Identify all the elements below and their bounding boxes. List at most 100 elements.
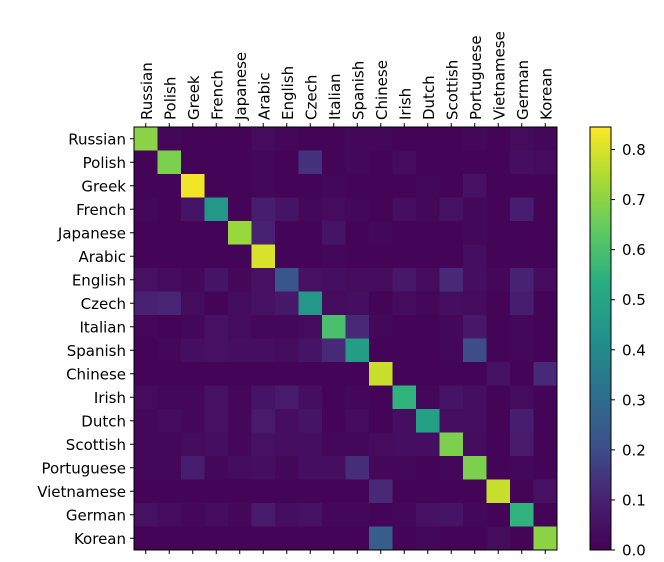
- heatmap-cell-korean-arabic: [251, 526, 276, 551]
- heatmap-cell-greek-russian: [134, 174, 158, 198]
- heatmap-cell-arabic-english: [275, 244, 299, 269]
- heatmap-cell-spanish-italian: [322, 338, 346, 363]
- heatmap-cell-dutch-french: [204, 409, 229, 433]
- heatmap-cell-russian-portuguese: [463, 127, 487, 151]
- heatmap-cell-arabic-czech: [298, 244, 323, 269]
- heatmap-cell-arabic-japanese: [228, 244, 252, 269]
- x-tick-label-scottish: Scottish: [443, 60, 461, 120]
- heatmap-cell-polish-arabic: [251, 150, 276, 175]
- heatmap-cell-japanese-japanese: [228, 221, 252, 245]
- heatmap-cell-german-greek: [181, 503, 205, 527]
- colorbar-tick-label: 0.2: [622, 441, 646, 459]
- heatmap-cell-german-korean: [533, 503, 558, 527]
- heatmap-cell-spanish-japanese: [228, 338, 252, 363]
- colorbar-frame: [589, 126, 612, 551]
- heatmap-cell-greek-dutch: [416, 174, 440, 198]
- heatmap-cell-portuguese-scottish: [439, 456, 464, 480]
- heatmap-cell-italian-portuguese: [463, 315, 487, 339]
- heatmap-cell-french-greek: [181, 197, 205, 222]
- heatmap-cell-german-italian: [322, 503, 346, 527]
- heatmap-cell-czech-german: [510, 291, 534, 316]
- heatmap-cell-czech-french: [204, 291, 229, 316]
- heatmap-cell-french-polish: [157, 197, 182, 222]
- heatmap-cell-french-russian: [134, 197, 158, 222]
- heatmap-cell-irish-greek: [181, 385, 205, 410]
- heatmap-cell-spanish-chinese: [369, 338, 393, 363]
- heatmap-cell-russian-korean: [533, 127, 558, 151]
- colorbar-tick-label: 0.3: [622, 391, 646, 409]
- heatmap-cell-greek-polish: [157, 174, 182, 198]
- heatmap-cell-arabic-greek: [181, 244, 205, 269]
- heatmap-cell-czech-spanish: [345, 291, 370, 316]
- heatmap-cell-vietnamese-italian: [322, 479, 346, 504]
- heatmap-cell-spanish-polish: [157, 338, 182, 363]
- heatmap-cell-portuguese-arabic: [251, 456, 276, 480]
- heatmap-cell-korean-czech: [298, 526, 323, 551]
- heatmap-cell-portuguese-russian: [134, 456, 158, 480]
- heatmap-cell-english-russian: [134, 268, 158, 292]
- heatmap-cell-portuguese-czech: [298, 456, 323, 480]
- heatmap-cell-polish-korean: [533, 150, 558, 175]
- heatmap-cell-irish-dutch: [416, 385, 440, 410]
- heatmap-cell-portuguese-spanish: [345, 456, 370, 480]
- heatmap-cell-polish-spanish: [345, 150, 370, 175]
- heatmap-cell-chinese-english: [275, 362, 299, 386]
- heatmap-cell-german-polish: [157, 503, 182, 527]
- heatmap-cell-spanish-korean: [533, 338, 558, 363]
- heatmap-cell-japanese-german: [510, 221, 534, 245]
- heatmap-cell-german-czech: [298, 503, 323, 527]
- colorbar-tick-label: 0.1: [622, 491, 646, 509]
- heatmap-cell-vietnamese-german: [510, 479, 534, 504]
- heatmap-cell-dutch-chinese: [369, 409, 393, 433]
- heatmap-cell-arabic-arabic: [251, 244, 276, 269]
- heatmap-cell-irish-italian: [322, 385, 346, 410]
- heatmap-cell-spanish-greek: [181, 338, 205, 363]
- heatmap-cell-english-french: [204, 268, 229, 292]
- heatmap-cell-greek-french: [204, 174, 229, 198]
- heatmap-cell-dutch-vietnamese: [486, 409, 511, 433]
- heatmap-cell-portuguese-greek: [181, 456, 205, 480]
- heatmap-cell-portuguese-chinese: [369, 456, 393, 480]
- heatmap-cell-japanese-dutch: [416, 221, 440, 245]
- heatmap-cell-arabic-chinese: [369, 244, 393, 269]
- heatmap-cell-irish-korean: [533, 385, 558, 410]
- heatmap-cell-polish-english: [275, 150, 299, 175]
- heatmap-cell-german-german: [510, 503, 534, 527]
- x-tick-label-greek: Greek: [185, 75, 203, 120]
- heatmap-cell-korean-polish: [157, 526, 182, 551]
- heatmap-cell-japanese-spanish: [345, 221, 370, 245]
- heatmap-cell-portuguese-irish: [392, 456, 417, 480]
- heatmap-cell-irish-irish: [392, 385, 417, 410]
- x-tick-label-german: German: [514, 60, 532, 120]
- heatmap-cell-japanese-french: [204, 221, 229, 245]
- colorbar-tick-label: 0.0: [622, 542, 646, 560]
- heatmap-cell-dutch-german: [510, 409, 534, 433]
- heatmap-cell-japanese-russian: [134, 221, 158, 245]
- x-tick-label-korean: Korean: [537, 68, 555, 120]
- heatmap-cell-german-english: [275, 503, 299, 527]
- y-tick-label-portuguese: Portuguese: [41, 459, 126, 477]
- heatmap-cell-german-vietnamese: [486, 503, 511, 527]
- heatmap-cell-french-german: [510, 197, 534, 222]
- y-tick-label-polish: Polish: [83, 154, 126, 172]
- y-tick-label-english: English: [72, 271, 126, 289]
- heatmap-cell-russian-japanese: [228, 127, 252, 151]
- heatmap-cell-vietnamese-irish: [392, 479, 417, 504]
- heatmap-cell-english-dutch: [416, 268, 440, 292]
- heatmap-cell-italian-german: [510, 315, 534, 339]
- heatmap-cell-polish-greek: [181, 150, 205, 175]
- plot-frame: [133, 126, 558, 551]
- heatmap-cell-russian-italian: [322, 127, 346, 151]
- heatmap-cell-chinese-spanish: [345, 362, 370, 386]
- heatmap-cell-czech-scottish: [439, 291, 464, 316]
- heatmap-cell-russian-czech: [298, 127, 323, 151]
- heatmap-cell-scottish-chinese: [369, 432, 393, 457]
- heatmap-cell-scottish-german: [510, 432, 534, 457]
- heatmap-cell-french-italian: [322, 197, 346, 222]
- heatmap-cell-chinese-polish: [157, 362, 182, 386]
- heatmap-cell-russian-spanish: [345, 127, 370, 151]
- heatmap-cell-greek-spanish: [345, 174, 370, 198]
- heatmap-cell-polish-irish: [392, 150, 417, 175]
- heatmap-cell-german-chinese: [369, 503, 393, 527]
- heatmap-cell-dutch-greek: [181, 409, 205, 433]
